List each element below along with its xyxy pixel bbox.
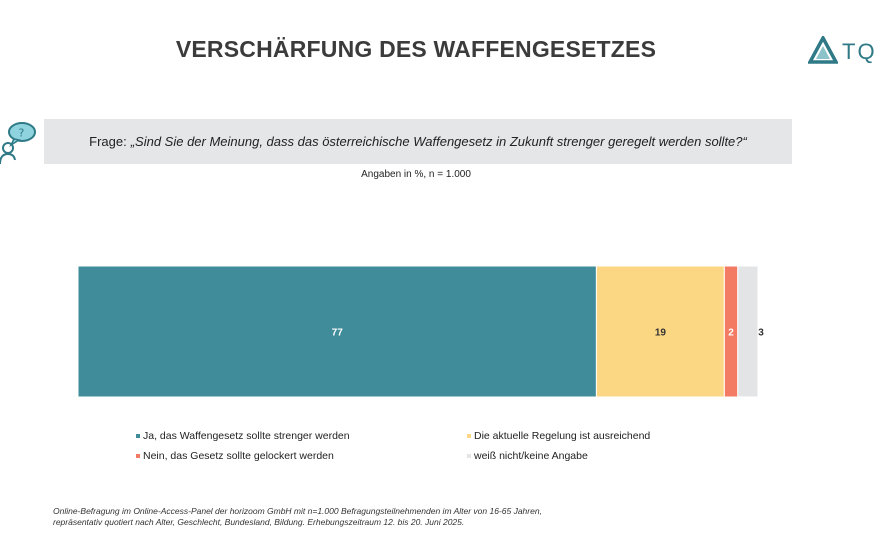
legend-label-weiss-nicht: weiß nicht/keine Angabe <box>474 450 588 462</box>
question-chat-icon: ? <box>0 120 40 166</box>
legend-label-ja: Ja, das Waffengesetz sollte strenger wer… <box>143 430 350 442</box>
question-text: „Sind Sie der Meinung, dass das österrei… <box>130 134 747 149</box>
legend-item-aktuell: Die aktuelle Regelung ist ausreichend <box>467 430 650 442</box>
legend-label-nein: Nein, das Gesetz sollte gelockert werden <box>143 450 334 462</box>
legend-item-ja: Ja, das Waffengesetz sollte strenger wer… <box>136 430 350 442</box>
data-label-aktuell: 19 <box>655 328 667 339</box>
legend-swatch-aktuell <box>467 434 471 438</box>
footer-line-1: Online-Befragung im Online-Access-Panel … <box>53 506 542 516</box>
legend-swatch-weiss-nicht <box>467 454 471 458</box>
logo-triangle-icon <box>808 36 838 64</box>
question-box: Frage: „Sind Sie der Meinung, dass das ö… <box>44 119 792 164</box>
data-label-nein: 2 <box>728 328 734 339</box>
footer-line-2: repräsentativ quotiert nach Alter, Gesch… <box>53 517 465 527</box>
data-label-ja: 77 <box>332 328 344 339</box>
bar-segment-aktuell <box>595 265 725 398</box>
question-prefix: Frage: <box>89 134 127 149</box>
legend-label-aktuell: Die aktuelle Regelung ist ausreichend <box>474 430 651 442</box>
methodology-footer: Online-Befragung im Online-Access-Panel … <box>53 506 653 528</box>
stacked-bar-chart: 77 19 2 3 <box>77 265 764 398</box>
legend-swatch-nein <box>136 454 140 458</box>
logo-text: TQ <box>842 39 877 64</box>
sample-note: Angaben in %, n = 1.000 <box>361 169 471 180</box>
bar-segment-ja <box>77 265 597 398</box>
svg-text:?: ? <box>19 127 25 140</box>
page-title: VERSCHÄRFUNG DES WAFFENGESETZES <box>175 36 657 62</box>
legend-item-nein: Nein, das Gesetz sollte gelockert werden <box>136 450 334 462</box>
legend-item-weiss-nicht: weiß nicht/keine Angabe <box>467 450 588 462</box>
data-label-weiss-nicht: 3 <box>758 328 764 339</box>
bar-segment-weiss-nicht <box>737 265 759 398</box>
company-logo: TQ <box>808 36 880 66</box>
legend-swatch-ja <box>136 434 140 438</box>
